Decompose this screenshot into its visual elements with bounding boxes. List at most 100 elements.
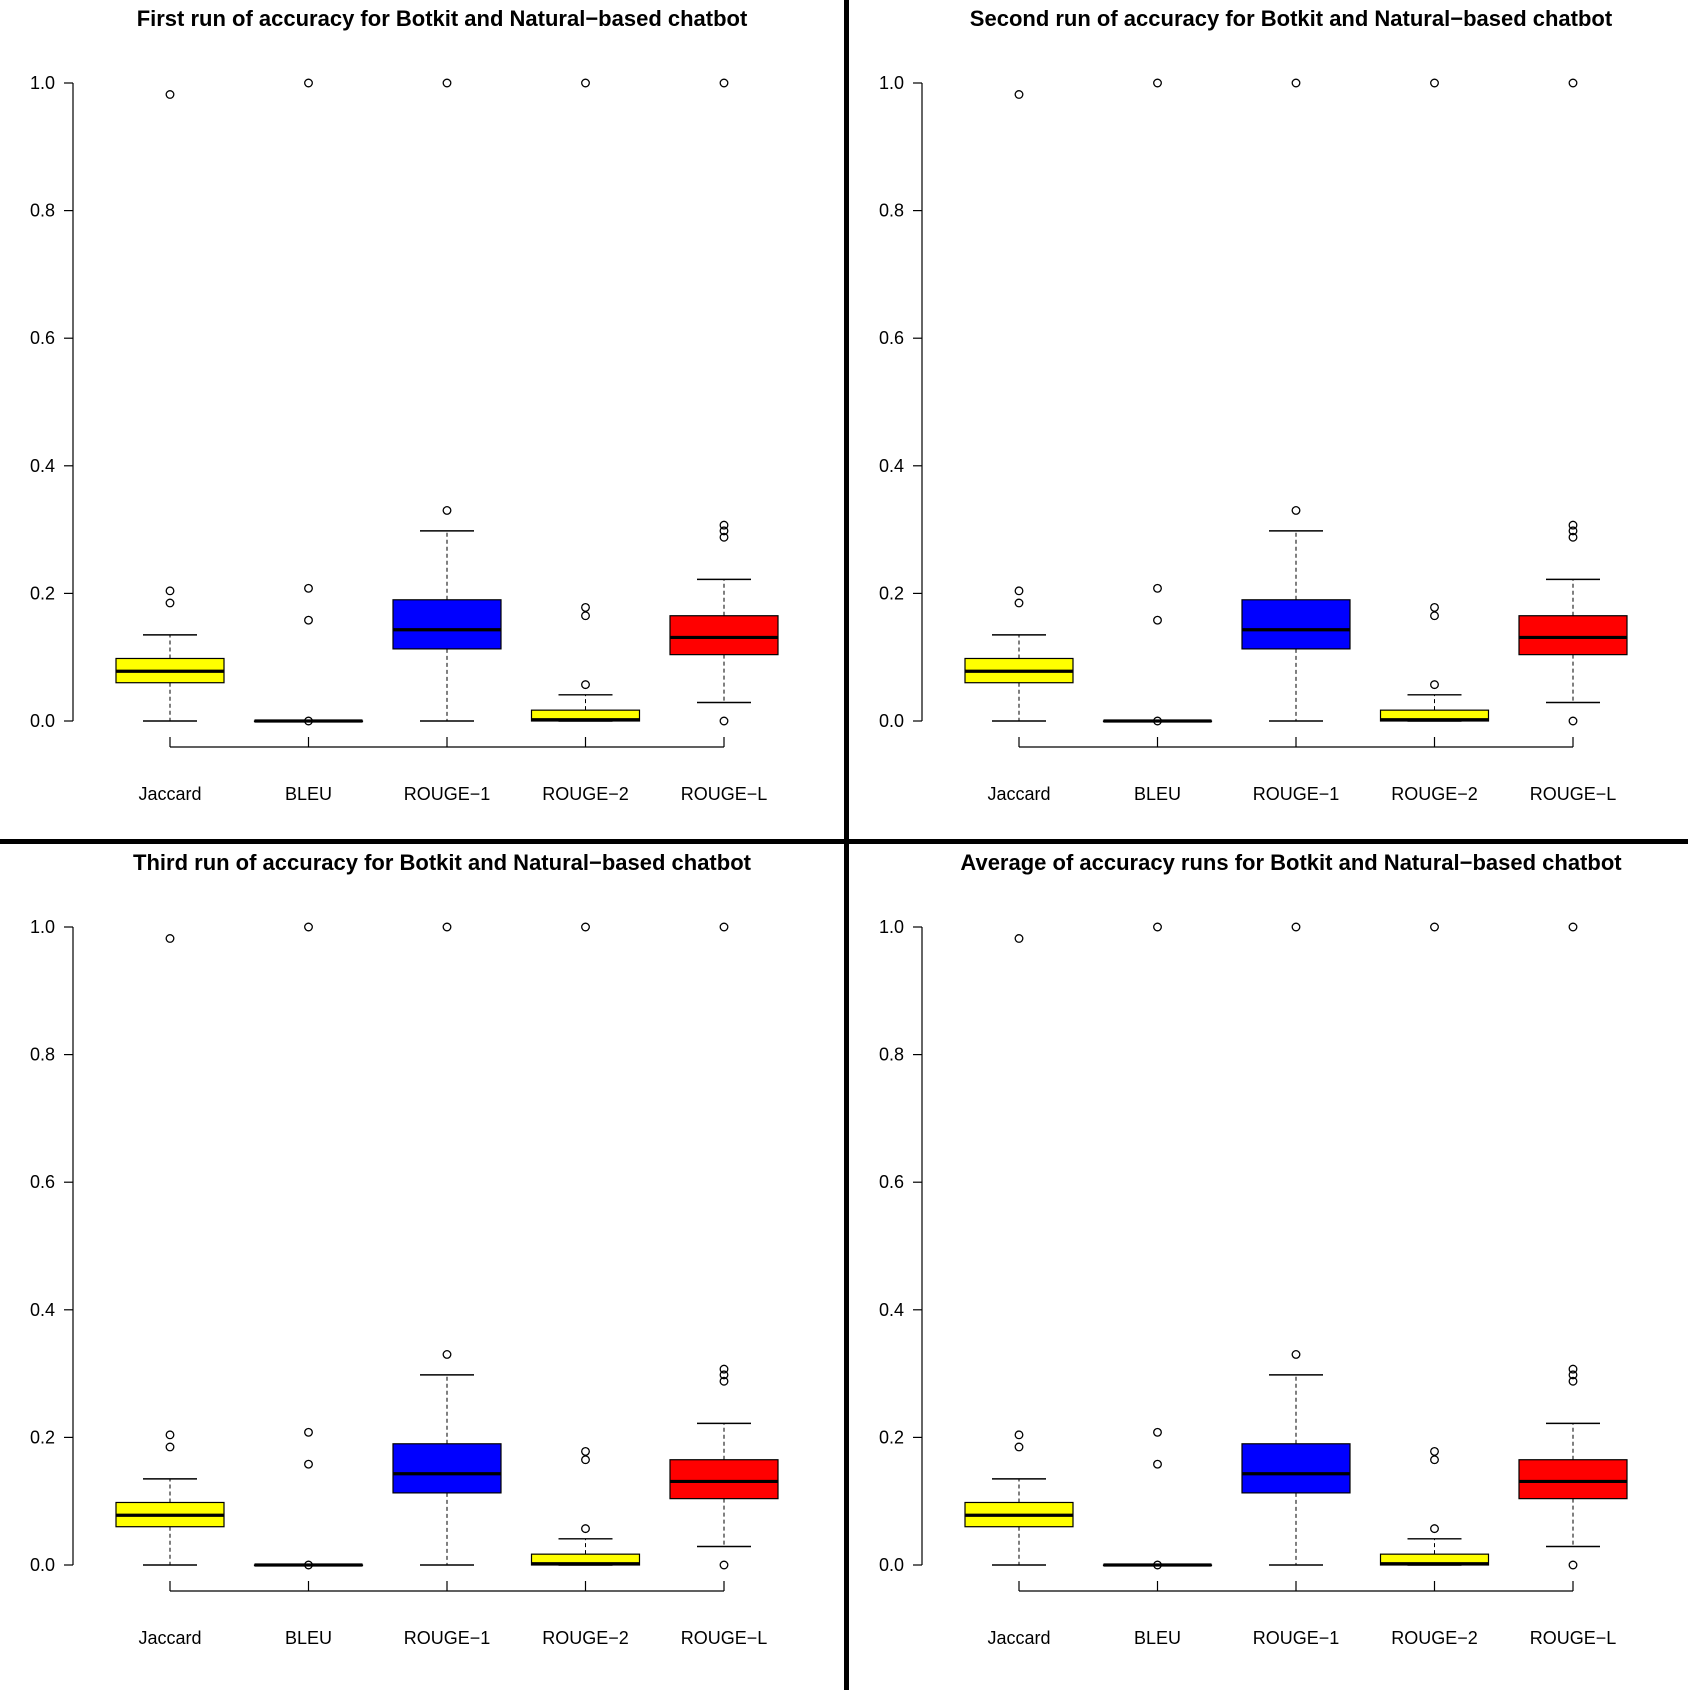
x-category-label: ROUGE−2 <box>1391 1628 1478 1648</box>
outlier-point <box>581 78 590 88</box>
outlier-point <box>1014 1430 1024 1440</box>
chart-title: Average of accuracy runs for Botkit and … <box>960 850 1622 875</box>
y-tick-label: 0.4 <box>879 1300 904 1320</box>
outlier-point <box>1568 526 1578 536</box>
outlier-point <box>719 78 729 88</box>
x-category-label: ROUGE−L <box>1530 784 1617 804</box>
outlier-point <box>1014 934 1024 943</box>
horizontal-divider <box>0 839 1688 844</box>
outlier-point <box>1153 78 1162 88</box>
outlier-point <box>719 532 729 542</box>
x-category-label: ROUGE−L <box>1530 1628 1617 1648</box>
box-iqr <box>1241 1443 1351 1494</box>
outlier-point <box>165 1442 175 1452</box>
x-category-label: ROUGE−2 <box>542 784 629 804</box>
outlier-point <box>442 922 452 932</box>
chart-svg: Average of accuracy runs for Botkit and … <box>879 850 1628 1648</box>
outlier-point <box>304 78 313 88</box>
chart-title: First run of accuracy for Botkit and Nat… <box>137 6 748 31</box>
outlier-point <box>304 583 313 593</box>
outlier-point <box>581 1446 590 1456</box>
y-tick-label: 0.4 <box>30 456 55 476</box>
box-iqr <box>1241 599 1351 650</box>
y-tick-label: 1.0 <box>879 73 904 93</box>
outlier-point <box>304 1459 313 1469</box>
boxplot-panel-second-run: Second run of accuracy for Botkit and Na… <box>849 0 1688 845</box>
outlier-point <box>1153 615 1162 625</box>
outlier-point <box>442 1350 452 1359</box>
outlier-point <box>1430 611 1439 621</box>
box-iqr <box>1518 1459 1628 1500</box>
outlier-point <box>1568 1560 1578 1570</box>
outlier-point <box>1153 716 1162 726</box>
x-category-label: ROUGE−1 <box>404 1628 491 1648</box>
outlier-point <box>1568 1364 1578 1374</box>
y-tick-label: 0.0 <box>30 1555 55 1575</box>
outlier-point <box>304 1560 313 1570</box>
outlier-point <box>719 716 729 726</box>
outlier-point <box>1430 1455 1439 1465</box>
outlier-point <box>1153 922 1162 932</box>
x-category-label: Jaccard <box>138 784 201 804</box>
x-category-label: BLEU <box>285 784 332 804</box>
outlier-point <box>1153 1459 1162 1469</box>
outlier-point <box>719 1376 729 1386</box>
outlier-point <box>442 506 452 515</box>
chart-svg: First run of accuracy for Botkit and Nat… <box>30 6 779 804</box>
y-tick-label: 0.2 <box>879 583 904 603</box>
outlier-point <box>1568 78 1578 88</box>
outlier-point <box>719 922 729 932</box>
outlier-point <box>165 1430 175 1440</box>
y-tick-label: 0.0 <box>30 711 55 731</box>
chart-title: Third run of accuracy for Botkit and Nat… <box>133 850 752 875</box>
y-tick-label: 1.0 <box>30 73 55 93</box>
boxplot-panel-third-run: Third run of accuracy for Botkit and Nat… <box>0 844 844 1689</box>
outlier-point <box>165 598 175 608</box>
outlier-point <box>719 1560 729 1570</box>
chart-title: Second run of accuracy for Botkit and Na… <box>970 6 1613 31</box>
x-category-label: ROUGE−1 <box>1253 1628 1340 1648</box>
y-tick-label: 0.6 <box>879 1172 904 1192</box>
outlier-point <box>1153 583 1162 593</box>
outlier-point <box>719 520 729 530</box>
x-category-label: BLEU <box>285 1628 332 1648</box>
outlier-point <box>581 922 590 932</box>
y-tick-label: 0.6 <box>879 328 904 348</box>
x-category-label: Jaccard <box>138 1628 201 1648</box>
outlier-point <box>1430 1524 1439 1534</box>
outlier-point <box>1291 1350 1301 1359</box>
outlier-point <box>1568 716 1578 726</box>
chart-svg: Third run of accuracy for Botkit and Nat… <box>30 850 779 1648</box>
outlier-point <box>1568 922 1578 932</box>
outlier-point <box>1014 598 1024 608</box>
y-tick-label: 0.0 <box>879 711 904 731</box>
outlier-point <box>581 1455 590 1465</box>
y-tick-label: 1.0 <box>879 917 904 937</box>
x-category-label: ROUGE−2 <box>1391 784 1478 804</box>
y-tick-label: 0.0 <box>879 1555 904 1575</box>
outlier-point <box>1153 1560 1162 1570</box>
x-category-label: Jaccard <box>987 1628 1050 1648</box>
x-category-label: Jaccard <box>987 784 1050 804</box>
outlier-point <box>581 611 590 621</box>
outlier-point <box>165 586 175 596</box>
y-tick-label: 0.2 <box>879 1427 904 1447</box>
outlier-point <box>719 1364 729 1374</box>
y-tick-label: 0.4 <box>879 456 904 476</box>
box-iqr <box>392 1443 502 1494</box>
x-category-label: ROUGE−L <box>681 784 768 804</box>
y-tick-label: 0.2 <box>30 1427 55 1447</box>
outlier-point <box>1568 532 1578 542</box>
outlier-point <box>1568 1370 1578 1380</box>
outlier-point <box>719 526 729 536</box>
outlier-point <box>1568 520 1578 530</box>
x-category-label: BLEU <box>1134 1628 1181 1648</box>
y-tick-label: 0.8 <box>30 201 55 221</box>
y-tick-label: 0.2 <box>30 583 55 603</box>
outlier-point <box>165 90 175 99</box>
box-iqr <box>669 1459 779 1500</box>
x-category-label: ROUGE−L <box>681 1628 768 1648</box>
outlier-point <box>1153 1427 1162 1437</box>
outlier-point <box>304 615 313 625</box>
